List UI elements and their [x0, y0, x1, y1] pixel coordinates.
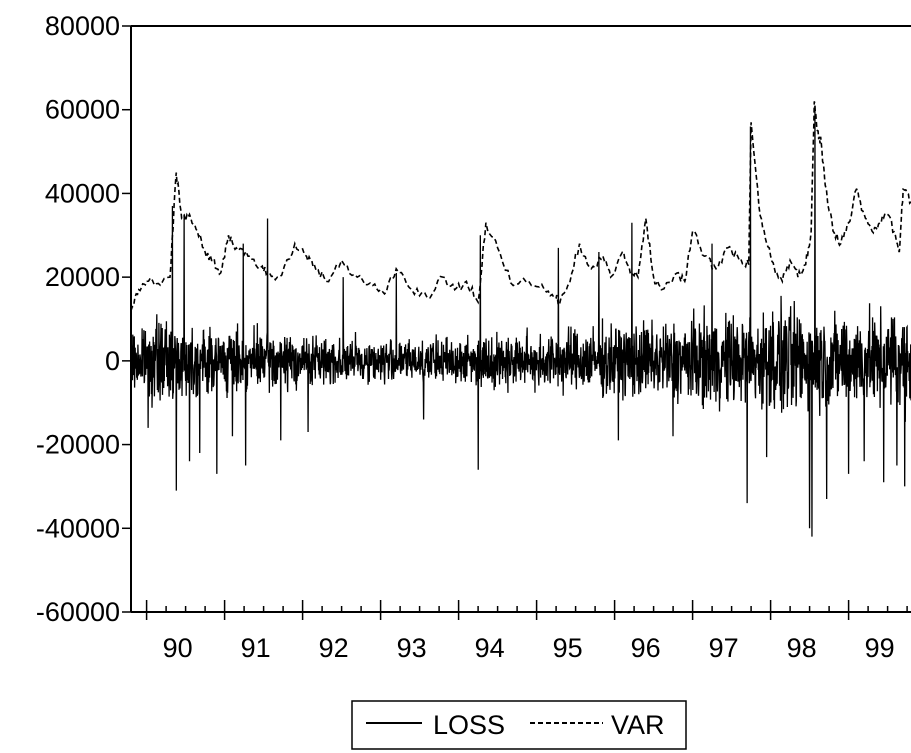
- legend-box: [351, 700, 687, 750]
- y-tick-label: 0: [105, 346, 120, 376]
- legend: LOSS VAR: [351, 700, 687, 750]
- y-axis: 80000 60000 40000 20000 0 -20000 -40000 -60000: [36, 11, 911, 627]
- y-tick-label: 40000: [45, 178, 120, 208]
- x-tick-label: 93: [397, 633, 427, 663]
- legend-label-loss: LOSS: [433, 710, 505, 740]
- x-tick-label: 92: [319, 633, 349, 663]
- x-tick-label: 97: [709, 633, 739, 663]
- series-loss-line: [131, 105, 911, 537]
- y-tick-label: -60000: [36, 597, 120, 627]
- x-tick-label: 96: [631, 633, 661, 663]
- legend-label-var: VAR: [611, 710, 665, 740]
- x-tick-label: 98: [787, 633, 817, 663]
- x-tick-label: 95: [553, 633, 583, 663]
- y-tick-label: 60000: [45, 95, 120, 125]
- y-tick-label: 80000: [45, 11, 120, 41]
- x-tick-label: 99: [865, 633, 895, 663]
- y-tick-label: -40000: [36, 513, 120, 543]
- x-tick-label: 94: [475, 633, 505, 663]
- x-tick-label: 91: [241, 633, 271, 663]
- series-var-line: [131, 101, 911, 311]
- y-tick-label: -20000: [36, 430, 120, 460]
- plot-area: [131, 101, 911, 537]
- y-tick-label: 20000: [45, 262, 120, 292]
- x-tick-label: 90: [163, 633, 193, 663]
- x-axis: 90 91 92 93 94 95 96 97 98 99: [131, 600, 911, 663]
